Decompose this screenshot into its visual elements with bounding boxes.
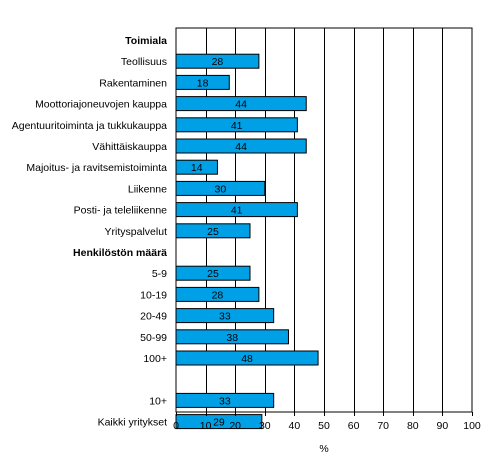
- data-label-0-0: 28: [212, 56, 224, 68]
- data-label-0-2: 44: [235, 99, 247, 111]
- category-label-0-0: Teollisuus: [121, 56, 167, 68]
- x-tick-label-50: 50: [318, 420, 330, 432]
- data-label-1-3: 38: [226, 332, 238, 344]
- bar-1-0: [175, 265, 251, 281]
- data-label-2-1: 29: [213, 417, 225, 429]
- category-label-0-2: Moottoriajoneuvojen kauppa: [35, 99, 167, 111]
- data-label-1-0: 25: [207, 268, 219, 280]
- data-label-1-1: 28: [212, 289, 224, 301]
- data-label-0-5: 14: [191, 162, 203, 174]
- category-label-0-4: Vähittäiskauppa: [92, 141, 167, 153]
- bar-0-2: [175, 96, 307, 112]
- category-label-0-6: Liikenne: [128, 183, 167, 195]
- category-label-2-0: 10+: [149, 395, 167, 407]
- x-tick-label-60: 60: [348, 420, 360, 432]
- category-label-1-1: 10-19: [140, 289, 167, 301]
- bar-2-1: [175, 414, 263, 430]
- x-tick-label-10: 10: [200, 420, 212, 432]
- group-heading-0: Toimiala: [125, 35, 167, 47]
- data-label-0-7: 41: [231, 205, 243, 217]
- bar-0-3: [175, 117, 298, 133]
- bar-1-2: [175, 308, 275, 324]
- x-tick-label-0: 0: [173, 420, 179, 432]
- bar-0-6: [175, 180, 266, 196]
- category-label-2-1: Kaikki yritykset: [98, 417, 168, 429]
- x-tick-label-30: 30: [259, 420, 271, 432]
- category-label-1-4: 100+: [143, 353, 167, 365]
- bar-2-0: [175, 392, 275, 408]
- category-label-0-8: Yrityspalvelut: [105, 226, 168, 238]
- x-tick-label-100: 100: [463, 420, 481, 432]
- bar-0-8: [175, 223, 251, 239]
- bar-0-1: [175, 74, 230, 90]
- category-label-1-0: 5-9: [152, 268, 167, 280]
- bar-0-0: [175, 53, 260, 69]
- data-label-0-8: 25: [207, 226, 219, 238]
- x-axis: 0 10 20 30 40 50 60 70 80 90 100: [173, 412, 481, 432]
- x-tick-label-90: 90: [437, 420, 449, 432]
- category-label-1-2: 20-49: [140, 311, 167, 323]
- category-label-0-3: Agentuuritoiminta ja tukkukauppa: [12, 120, 167, 132]
- bar-1-1: [175, 286, 260, 302]
- category-label-1-3: 50-99: [140, 332, 167, 344]
- bar-0-7: [175, 202, 298, 218]
- data-label-0-4: 44: [235, 141, 247, 153]
- x-axis-title: %: [319, 443, 328, 455]
- bar-1-3: [175, 329, 289, 345]
- group-heading-1: Henkilöstön määrä: [73, 247, 167, 259]
- data-label-1-4: 48: [241, 353, 253, 365]
- category-labels: Toimiala Teollisuus Rakentaminen Moottoriaj…: [12, 35, 167, 429]
- data-label-2-0: 33: [219, 395, 231, 407]
- bar-0-4: [175, 138, 307, 154]
- x-tick-label-70: 70: [377, 420, 389, 432]
- data-label-1-2: 33: [219, 311, 231, 323]
- bar-1-4: [175, 350, 319, 366]
- data-label-0-6: 30: [215, 183, 227, 195]
- x-tick-label-20: 20: [229, 420, 241, 432]
- category-label-0-1: Rakentaminen: [99, 77, 167, 89]
- x-tick-label-80: 80: [407, 420, 419, 432]
- category-label-0-7: Posti- ja teleliikenne: [74, 205, 168, 217]
- bar-0-5: [175, 159, 218, 175]
- data-label-0-3: 41: [231, 120, 243, 132]
- category-label-0-5: Majoitus- ja ravitsemistoiminta: [26, 162, 167, 174]
- x-tick-label-40: 40: [289, 420, 301, 432]
- data-label-0-1: 18: [197, 77, 209, 89]
